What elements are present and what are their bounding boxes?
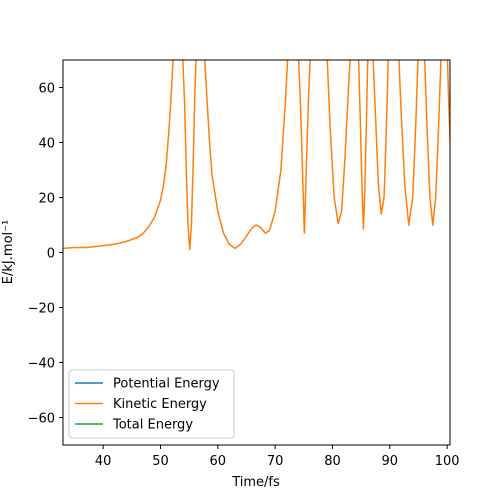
y-tick-label: 0 <box>47 247 55 262</box>
legend-entry-label: Total Energy <box>112 418 193 433</box>
x-tick-label: 70 <box>267 454 284 469</box>
y-tick-label: −20 <box>28 302 55 317</box>
y-tick-label: −60 <box>28 412 55 427</box>
legend-box <box>68 369 235 439</box>
x-tick-label: 50 <box>152 454 169 469</box>
x-tick-label: 100 <box>435 454 460 469</box>
series-lines <box>63 60 450 251</box>
y-tick-label: 40 <box>38 137 55 152</box>
x-tick-label: 60 <box>210 454 227 469</box>
x-tick-label: 80 <box>324 454 341 469</box>
series-line-1 <box>63 60 450 251</box>
y-axis-label: E/kJ.mol⁻¹ <box>1 220 16 284</box>
legend: Potential Energy Kinetic Energy Total Ener… <box>68 369 235 439</box>
legend-entry-label: Kinetic Energy <box>113 397 207 412</box>
y-tick-label: 60 <box>38 82 55 97</box>
legend-entry-label: Potential Energy <box>113 377 220 392</box>
x-axis-label: Time/fs <box>231 475 280 490</box>
y-tick-label: −40 <box>28 357 55 372</box>
x-tick-label: 90 <box>382 454 399 469</box>
x-tick-label: 40 <box>95 454 112 469</box>
y-tick-label: 20 <box>38 192 55 207</box>
axis-ticks: 40 50 60 70 80 90 100 −60 −40 −20 0 20 40 60 <box>28 82 460 470</box>
